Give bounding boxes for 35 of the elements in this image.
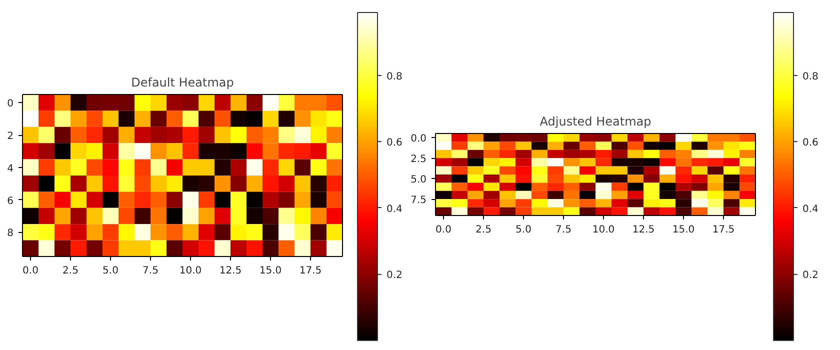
y-tick-label: 4: [7, 163, 14, 174]
y-tick-label: 6: [7, 196, 14, 207]
x-tick-label: 5.0: [102, 266, 118, 276]
color-bar-label: 0.2: [386, 270, 402, 282]
x-tick-label: 0.0: [436, 224, 452, 236]
x-tick-label: 2.5: [62, 266, 78, 276]
color-bar-label: 0.4: [386, 204, 402, 215]
color-bar-label: 0.6: [802, 138, 818, 149]
x-tick-label: 7.5: [142, 266, 158, 276]
color-bar-label: 0.6: [386, 138, 402, 149]
x-tick-label: 0.0: [22, 266, 38, 276]
x-tick-label: 17.5: [299, 266, 322, 276]
x-tick-label: 2.5: [476, 224, 492, 236]
x-tick-label: 10.0: [179, 266, 202, 276]
chart-title: Adjusted Heatmap: [540, 114, 652, 128]
chart-title: Default Heatmap: [131, 76, 234, 90]
x-tick-label: 17.5: [712, 224, 735, 236]
y-tick-label: 7.5: [410, 195, 427, 206]
x-tick-label: 15.0: [672, 224, 695, 236]
color-bar-label: 0.8: [802, 71, 818, 82]
y-tick-label: 0: [7, 98, 14, 110]
x-tick-label: 5.0: [516, 224, 532, 236]
x-tick-label: 15.0: [259, 266, 282, 276]
y-tick-label: 2: [7, 131, 14, 142]
y-tick-label: 0.0: [410, 134, 427, 145]
y-tick-label: 2.5: [410, 154, 427, 166]
color-bar-label: 0.2: [802, 270, 818, 282]
x-tick-label: 12.5: [219, 266, 242, 276]
x-tick-label: 10.0: [592, 224, 615, 236]
color-bar-label: 0.8: [386, 71, 402, 82]
y-tick-label: 8: [7, 228, 14, 240]
x-tick-label: 7.5: [556, 224, 572, 236]
x-tick-label: 12.5: [632, 224, 655, 236]
color-bar-label: 0.4: [802, 204, 818, 215]
y-tick-label: 5.0: [410, 174, 427, 186]
